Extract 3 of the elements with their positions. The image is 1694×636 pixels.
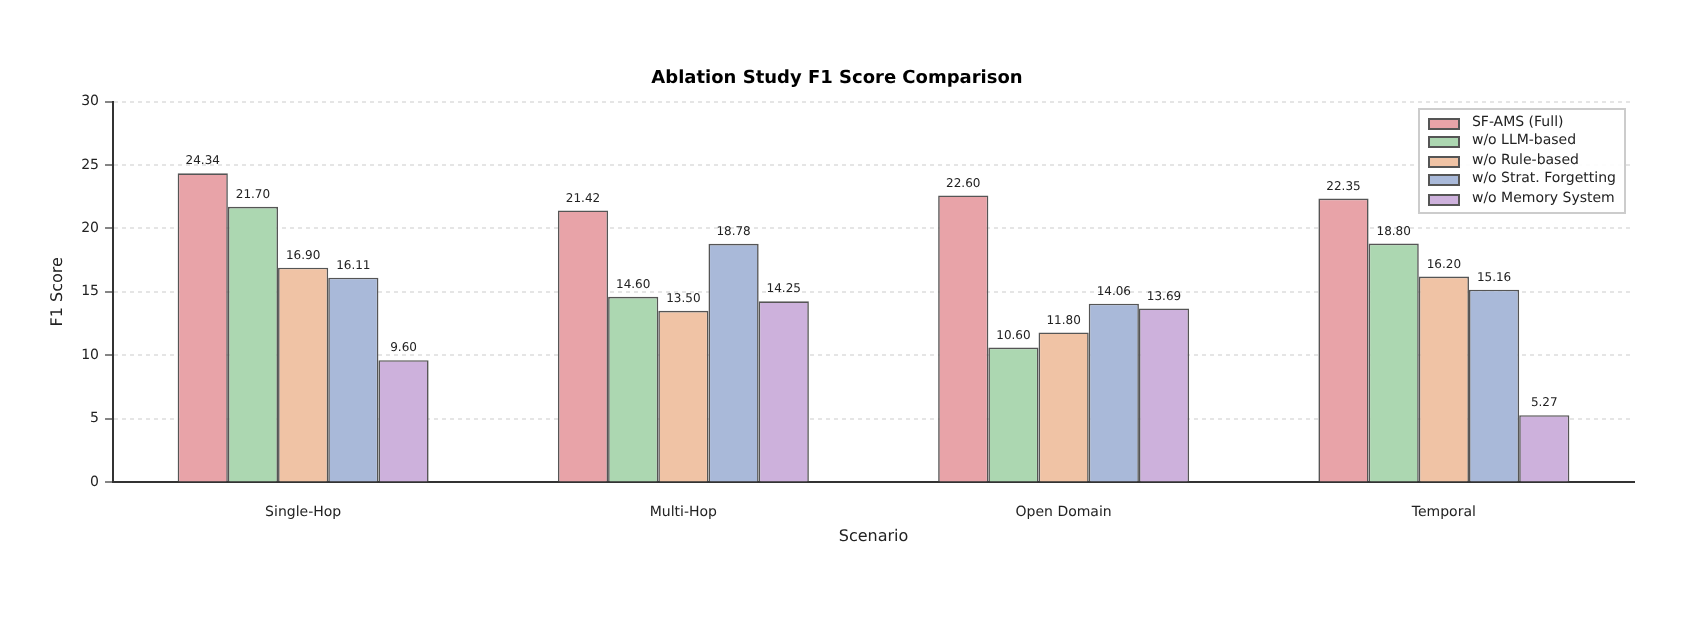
- chart-title: Ablation Study F1 Score Comparison: [651, 69, 1023, 90]
- y-axis-title: F1 Score: [47, 257, 66, 327]
- x-axis-title: Scenario: [838, 526, 909, 545]
